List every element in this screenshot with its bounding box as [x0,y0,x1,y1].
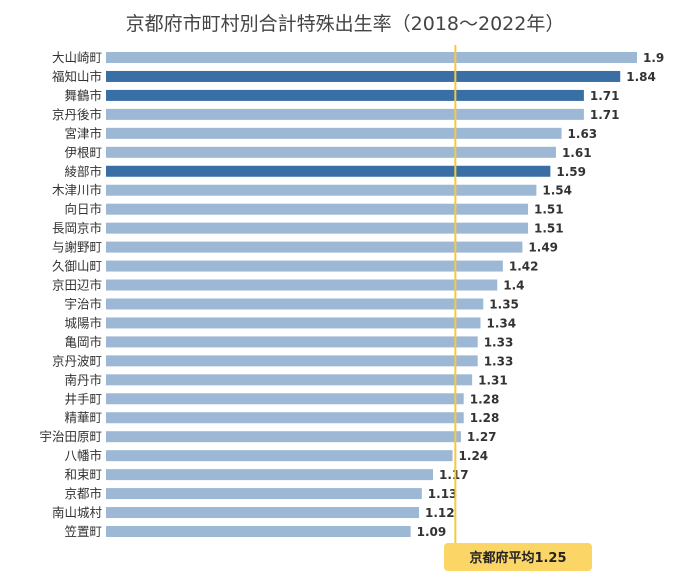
value-label: 1.51 [534,203,564,217]
bar [106,279,498,291]
value-label: 1.31 [478,373,508,387]
bar [106,469,433,481]
category-label: 向日市 [64,202,102,217]
category-label: 笠置町 [64,524,102,539]
value-label: 1.63 [568,127,598,141]
bar [106,184,537,196]
category-label: 城陽市 [64,315,102,330]
category-label: 亀岡市 [64,334,102,349]
value-label: 1.27 [467,430,497,444]
average-label: 京都府平均1.25 [469,550,566,566]
value-label: 1.35 [489,297,519,311]
value-label: 1.4 [503,279,524,293]
category-label: 京丹後市 [52,107,102,122]
value-label: 1.61 [562,146,592,160]
category-label: 伊根町 [64,145,102,160]
value-label: 1.33 [484,335,514,349]
bar [106,317,481,329]
category-label: 与謝野町 [52,240,102,255]
bar [106,108,584,120]
value-label: 1.71 [590,108,620,122]
category-label: 京丹波町 [52,353,102,368]
value-label: 1.33 [484,354,514,368]
bar [106,260,503,272]
bar [106,298,484,310]
value-label: 1.09 [417,525,447,539]
bar [106,336,478,348]
bar [106,431,461,443]
bar [106,374,473,386]
value-label: 1.59 [556,165,586,179]
bar [106,488,422,500]
value-label: 1.9 [643,51,664,65]
category-label: 木津川市 [52,183,102,198]
bar [106,412,464,424]
bar [106,52,637,63]
value-label: 1.12 [425,506,455,520]
bar [106,70,621,82]
bar [106,127,562,139]
bar [106,526,411,537]
value-label: 1.13 [428,487,458,501]
category-label: 八幡市 [64,448,102,463]
value-label: 1.17 [439,468,469,482]
bar [106,393,464,405]
category-label: 宮津市 [64,126,102,141]
bar [106,355,478,367]
category-label: 精華町 [64,410,102,425]
value-label: 1.24 [459,449,489,463]
value-label: 1.28 [470,411,500,425]
value-label: 1.34 [486,316,516,330]
bar [106,222,529,234]
chart-title: 京都府市町村別合計特殊出生率（2018～2022年） [126,13,565,35]
category-label: 井手町 [64,391,102,406]
category-label: 京都市 [64,486,102,501]
category-label: 和束町 [64,467,102,482]
value-label: 1.42 [509,260,539,274]
value-label: 1.84 [626,70,656,84]
bar [106,203,529,215]
category-label: 京田辺市 [52,278,102,293]
bar [106,146,556,158]
category-label: 南山城村 [52,505,103,520]
category-label: 綾部市 [64,164,102,179]
average-label-box [444,543,592,571]
bar [106,450,453,462]
bar [106,165,551,177]
category-label: 宇治市 [64,296,102,311]
value-label: 1.28 [470,392,500,406]
value-label: 1.54 [542,184,572,198]
bar [106,507,420,519]
category-label: 長岡京市 [52,221,102,236]
value-label: 1.49 [528,241,558,255]
bar [106,241,523,253]
bar-group: 大山崎町 1.9 福知山市 1.84 舞鶴市 1.71 京丹後市 1.71 宮津市 1.63 伊根町… [39,50,664,539]
category-label: 福知山市 [52,69,102,84]
value-label: 1.71 [590,89,620,103]
category-label: 大山崎町 [52,50,102,65]
value-label: 1.51 [534,222,564,236]
category-label: 久御山町 [52,259,102,274]
category-label: 宇治田原町 [39,429,102,444]
average-callout: 京都府平均1.25 [444,543,592,571]
category-label: 南丹市 [64,372,102,387]
bar [106,89,584,101]
category-label: 舞鶴市 [64,88,102,103]
